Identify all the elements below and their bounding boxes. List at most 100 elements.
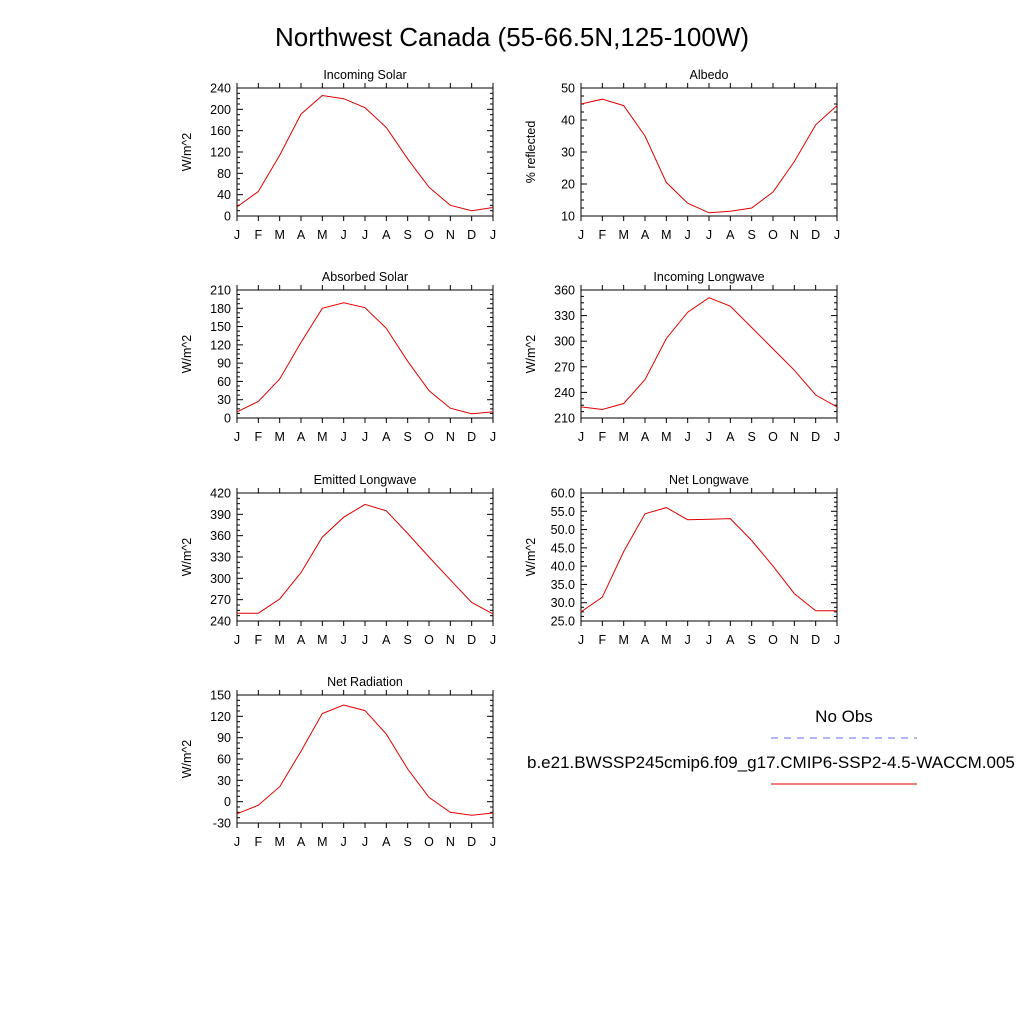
absorbed-solar-ytick-label: 180 <box>210 302 231 316</box>
absorbed-solar-ytick-label: 210 <box>210 284 231 298</box>
net-longwave-series-line <box>580 507 837 613</box>
net-radiation-ytick-label: 60 <box>217 753 231 767</box>
albedo-ylabel: % reflected <box>524 121 538 184</box>
net-radiation-xtick-label: J <box>362 835 368 849</box>
net-radiation-xtick-label: S <box>403 835 411 849</box>
legend: No Obs b.e21.BWSSP245cmip6.f09_g17.CMIP6… <box>527 707 1015 785</box>
emitted-longwave-xtick-label: F <box>255 633 263 647</box>
net-longwave-xtick-label: A <box>726 633 735 647</box>
chart-incoming-longwave: Incoming Longwave W/m^2 210 240 270 300 330 360… <box>524 270 840 444</box>
incoming-longwave-xtick-label: J <box>578 430 584 444</box>
net-longwave-xtick-label: F <box>599 633 607 647</box>
incoming-solar-xtick-label: D <box>467 228 476 242</box>
net-longwave-ytick-label: 40.0 <box>551 560 575 574</box>
emitted-longwave-ytick-label: 300 <box>210 572 231 586</box>
albedo-xtick-label: N <box>790 228 799 242</box>
emitted-longwave-xtick-label: J <box>362 633 368 647</box>
legend-obs-label: No Obs <box>815 707 873 726</box>
net-radiation-xtick-label: J <box>490 835 496 849</box>
albedo-series-line <box>580 98 838 214</box>
incoming-longwave-frame <box>580 289 838 419</box>
incoming-longwave-xtick-label: J <box>706 430 712 444</box>
net-longwave-xtick-label: S <box>747 633 755 647</box>
incoming-solar-series-line <box>236 94 494 212</box>
incoming-longwave-xtick-label: F <box>599 430 607 444</box>
incoming-longwave-xtick-label: O <box>768 430 778 444</box>
net-longwave-xtick-label: M <box>661 633 671 647</box>
incoming-solar-ytick-label: 0 <box>224 210 231 224</box>
incoming-longwave-ytick-label: 270 <box>554 360 575 374</box>
incoming-solar-xtick-label: O <box>424 228 434 242</box>
net-radiation-ytick-label: 30 <box>217 774 231 788</box>
net-longwave-xtick-label: D <box>811 633 820 647</box>
emitted-longwave-ytick-label: 360 <box>210 529 231 543</box>
absorbed-solar-ytick-label: 90 <box>217 357 231 371</box>
incoming-longwave-ytick-label: 300 <box>554 335 575 349</box>
emitted-longwave-xtick-label: M <box>274 633 284 647</box>
albedo-xtick-label: D <box>811 228 820 242</box>
absorbed-solar-xtick-label: M <box>274 430 284 444</box>
absorbed-solar-xtick-label: A <box>297 430 306 444</box>
absorbed-solar-ytick-label: 30 <box>217 393 231 407</box>
emitted-longwave-xtick-label: J <box>234 633 240 647</box>
incoming-longwave-xtick-label: J <box>834 430 840 444</box>
albedo-xtick-label: F <box>599 228 607 242</box>
chart-emitted-longwave: Emitted Longwave W/m^2 240 270 300 330 360 390 4… <box>180 473 496 647</box>
albedo-ytick-label: 30 <box>561 146 575 160</box>
net-radiation-title: Net Radiation <box>327 675 403 689</box>
albedo-ytick-label: 20 <box>561 178 575 192</box>
net-longwave-ytick-label: 35.0 <box>551 578 575 592</box>
net-radiation-xtick-label: J <box>341 835 347 849</box>
absorbed-solar-xtick-label: J <box>490 430 496 444</box>
emitted-longwave-series-line <box>237 503 494 615</box>
net-longwave-xtick-label: J <box>578 633 584 647</box>
net-radiation-xtick-label: M <box>317 835 327 849</box>
emitted-longwave-xtick-label: M <box>317 633 327 647</box>
incoming-solar-title: Incoming Solar <box>323 68 406 82</box>
net-radiation-xtick-label: J <box>234 835 240 849</box>
net-longwave-frame <box>580 492 838 622</box>
absorbed-solar-xtick-label: A <box>382 430 391 444</box>
emitted-longwave-ytick-label: 420 <box>210 487 231 501</box>
incoming-longwave-xtick-label: A <box>641 430 650 444</box>
incoming-solar-xtick-label: J <box>234 228 240 242</box>
net-radiation-frame <box>236 694 494 824</box>
page-title: Northwest Canada (55-66.5N,125-100W) <box>275 22 749 52</box>
incoming-longwave-ytick-label: 330 <box>554 309 575 323</box>
incoming-longwave-xtick-label: M <box>618 430 628 444</box>
net-longwave-ytick-label: 25.0 <box>551 615 575 629</box>
absorbed-solar-ytick-label: 60 <box>217 375 231 389</box>
albedo-title: Albedo <box>690 68 729 82</box>
chart-net-longwave: Net Longwave W/m^2 25.0 30.0 35.0 40.0 45.0 50.… <box>524 473 840 647</box>
absorbed-solar-xtick-label: O <box>424 430 434 444</box>
absorbed-solar-xtick-label: N <box>446 430 455 444</box>
emitted-longwave-title: Emitted Longwave <box>314 473 417 487</box>
emitted-longwave-xtick-label: N <box>446 633 455 647</box>
chart-absorbed-solar: Absorbed Solar W/m^2 0 30 60 90 120 150 180 210 J F… <box>180 270 496 444</box>
net-radiation-xtick-label: A <box>297 835 306 849</box>
incoming-solar-xtick-label: J <box>341 228 347 242</box>
albedo-ytick-label: 40 <box>561 114 575 128</box>
incoming-longwave-title: Incoming Longwave <box>653 270 764 284</box>
albedo-xtick-label: J <box>834 228 840 242</box>
net-longwave-xtick-label: N <box>790 633 799 647</box>
albedo-xtick-label: M <box>661 228 671 242</box>
incoming-solar-ytick-label: 160 <box>210 124 231 138</box>
incoming-solar-xtick-label: S <box>403 228 411 242</box>
net-radiation-xtick-label: M <box>274 835 284 849</box>
net-longwave-xtick-label: A <box>641 633 650 647</box>
emitted-longwave-ylabel: W/m^2 <box>180 538 194 577</box>
absorbed-solar-xtick-label: F <box>255 430 263 444</box>
albedo-xtick-label: M <box>618 228 628 242</box>
legend-model-label: b.e21.BWSSP245cmip6.f09_g17.CMIP6-SSP2-4… <box>527 753 1015 772</box>
net-longwave-xtick-label: O <box>768 633 778 647</box>
incoming-longwave-xtick-label: M <box>661 430 671 444</box>
incoming-longwave-ylabel: W/m^2 <box>524 335 538 374</box>
absorbed-solar-ytick-label: 150 <box>210 320 231 334</box>
net-radiation-ytick-label: 90 <box>217 731 231 745</box>
incoming-solar-xtick-label: J <box>362 228 368 242</box>
albedo-xtick-label: J <box>706 228 712 242</box>
